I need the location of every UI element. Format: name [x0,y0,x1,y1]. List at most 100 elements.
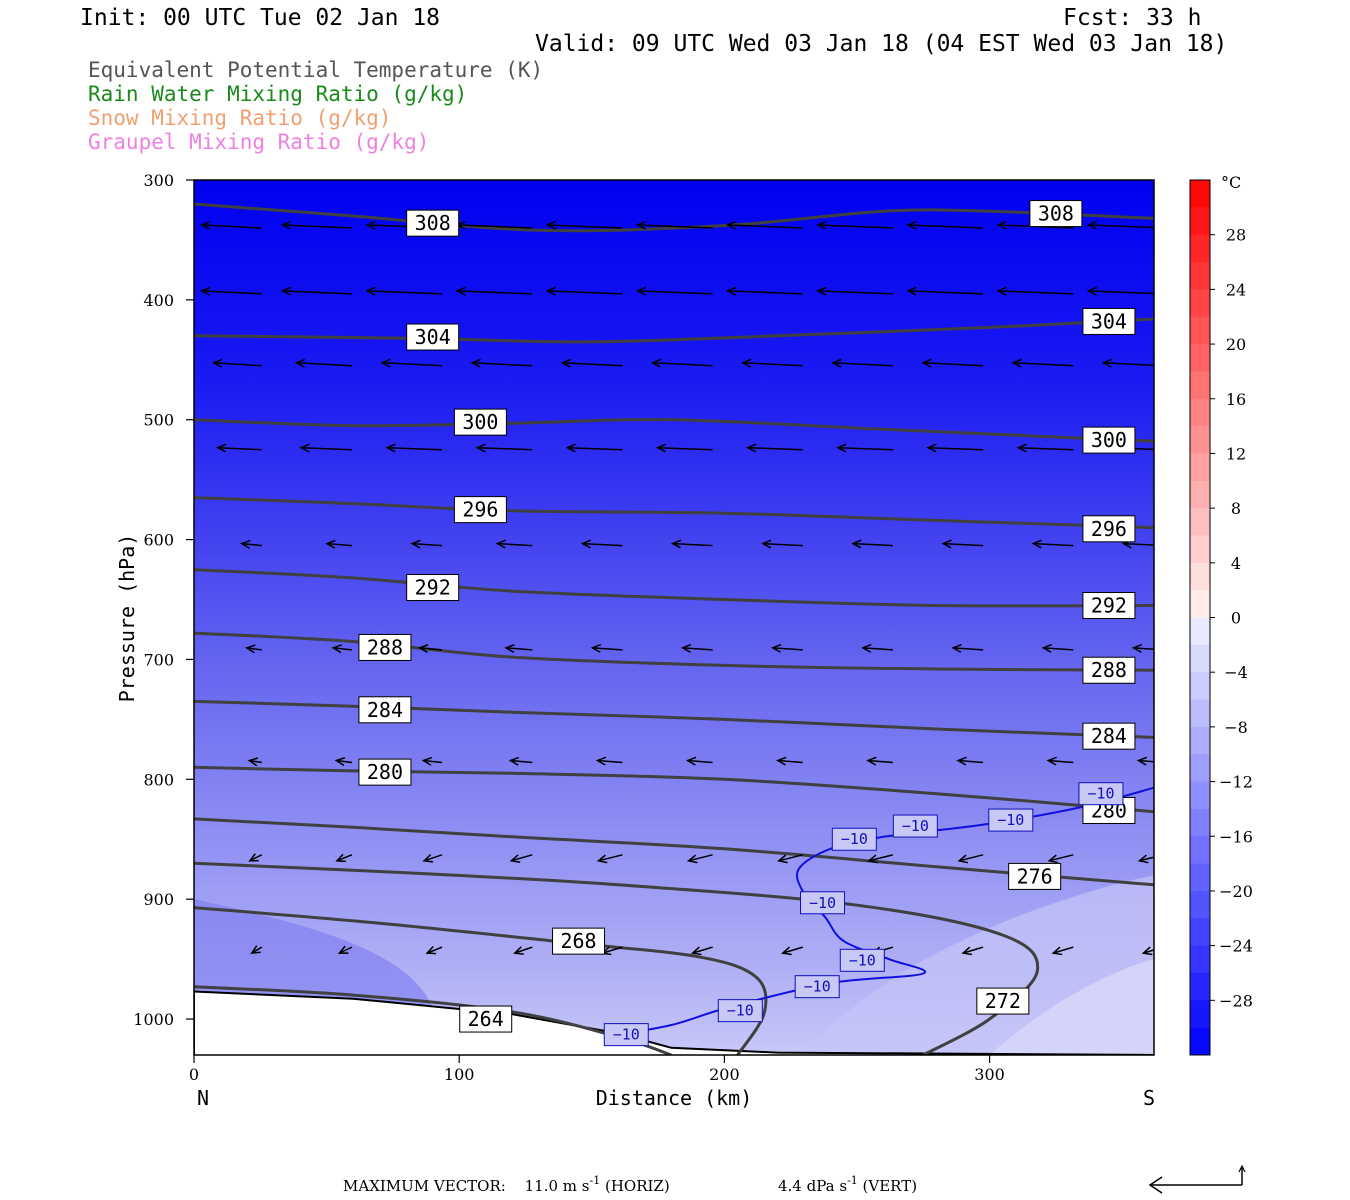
wind-vector [509,854,533,864]
colorbar-swatch [1190,754,1210,783]
wind-vector [334,757,353,767]
wind-vector [545,286,623,296]
colorbar-swatch [1190,398,1210,427]
svg-text:284: 284 [1091,724,1127,748]
theta-e-label: 268 [552,927,606,955]
colorbar-label: −24 [1219,937,1253,956]
wind-vector [906,286,984,296]
colorbar-label: 0 [1231,609,1241,628]
wind-vector [475,443,533,453]
wind-vector [565,443,623,453]
temperature-label: −10 [1078,782,1124,806]
max-vector-vert: 4.4 dPa s-1 (VERT) [778,1174,917,1195]
wind-vector [590,643,623,653]
colorbar-label: −20 [1219,882,1253,901]
theta-e-contour [194,202,1154,233]
cold-shading-band [194,899,433,1008]
wind-vector [680,643,713,653]
svg-text:304: 304 [415,325,451,349]
wind-vector [670,539,713,549]
temperature-label: −10 [839,948,885,972]
svg-text:284: 284 [367,698,403,722]
wind-vector [200,220,262,230]
y-axis-label: Pressure (hPa) [115,534,139,703]
wind-vector [417,644,443,654]
colorbar-label: −12 [1219,773,1253,792]
theta-e-label: 304 [406,323,460,351]
svg-text:296: 296 [1091,517,1127,541]
max-vector-label: MAXIMUM VECTOR: 11.0 m s-1 (HORIZ) [343,1174,670,1195]
svg-text:292: 292 [1091,594,1127,618]
colorbar-swatch [1190,316,1210,345]
colorbar-swatch [1190,699,1210,728]
colorbar-swatch [1190,1027,1210,1056]
svg-text:−10: −10 [841,830,868,848]
theta-e-label: 272 [976,987,1030,1015]
x-tick-label: 200 [709,1065,740,1084]
svg-text:−10: −10 [727,1002,754,1020]
svg-text:264: 264 [468,1007,504,1031]
colorbar-label: −16 [1219,827,1253,846]
svg-text:304: 304 [1091,309,1127,333]
theta-e-label: 292 [1082,592,1136,620]
colorbar-swatch [1190,289,1210,318]
wind-vector [1016,443,1074,453]
valid-time: Valid: 09 UTC Wed 03 Jan 18 (04 EST Wed … [535,31,1227,57]
y-tick-label: 800 [143,770,174,789]
wind-vector [867,854,894,864]
colorbar-swatch [1190,371,1210,400]
wind-vector [280,220,352,230]
wind-vector [1046,756,1074,766]
wind-vector [216,443,262,453]
svg-text:−10: −10 [997,811,1024,829]
colorbar-swatch [1190,262,1210,290]
wind-vector [596,854,623,864]
theta-e-label: 308 [1029,200,1083,228]
wind-vector [560,358,623,368]
wind-vector [957,854,984,864]
colorbar-label: 12 [1226,444,1246,463]
wind-vector [470,358,533,368]
colorbar-swatch [1190,918,1210,947]
colorbar-label: 8 [1231,499,1241,518]
wind-vector [777,854,803,864]
shading-bands [194,875,1154,1055]
temperature-label: −10 [800,891,846,915]
wind-vector [781,946,803,956]
theta-e-contour [194,631,1154,672]
temperature-label: −10 [831,827,877,851]
wind-vector [961,946,984,956]
x-tick-label: 0 [189,1065,199,1084]
svg-text:−10: −10 [1087,785,1114,803]
wind-vector [455,286,533,296]
wind-vector [380,358,443,368]
colorbar [1189,179,1211,1056]
wind-vector [655,443,713,453]
wind-vector [1011,358,1074,368]
wind-vector [685,756,713,766]
theta-e-contour [194,317,1154,344]
colorbar-label: 24 [1226,280,1246,299]
colorbar-label: 28 [1226,226,1246,245]
plot-frame [193,179,1155,1056]
svg-text:−10: −10 [809,894,836,912]
theta-e-label: 288 [1082,656,1136,684]
wind-vector [1131,643,1154,653]
colorbar-label: −4 [1224,663,1248,682]
warm-shading-band [989,959,1154,1055]
wind-vector [245,644,262,654]
wind-vector [280,286,352,296]
colorbar-swatch [1190,480,1210,509]
svg-text:292: 292 [415,576,451,600]
x-axis-label: Distance (km) [596,1086,753,1110]
wind-vector [1031,539,1074,549]
wind-vector [951,643,984,653]
wind-vector [726,220,803,230]
wind-vector [325,539,353,549]
y-tick-label: 300 [143,171,174,190]
theta-e-contour [194,418,1154,443]
wind-vector [635,286,713,296]
colorbar-swatch [1190,344,1210,372]
reference-vector-icon [1148,1164,1246,1194]
